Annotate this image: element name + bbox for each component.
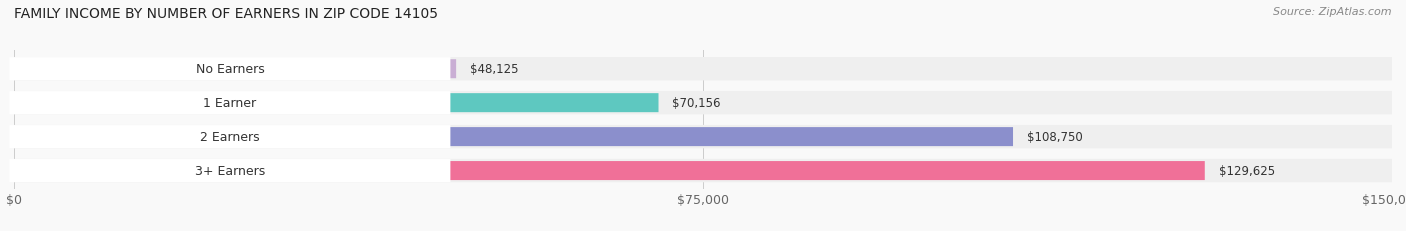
Text: $108,750: $108,750 bbox=[1026, 131, 1083, 143]
Text: $48,125: $48,125 bbox=[470, 63, 519, 76]
FancyBboxPatch shape bbox=[14, 94, 658, 113]
Text: FAMILY INCOME BY NUMBER OF EARNERS IN ZIP CODE 14105: FAMILY INCOME BY NUMBER OF EARNERS IN ZI… bbox=[14, 7, 439, 21]
Text: $129,625: $129,625 bbox=[1219, 164, 1275, 177]
FancyBboxPatch shape bbox=[14, 91, 1392, 115]
Text: $70,156: $70,156 bbox=[672, 97, 721, 110]
FancyBboxPatch shape bbox=[10, 92, 450, 115]
Text: Source: ZipAtlas.com: Source: ZipAtlas.com bbox=[1274, 7, 1392, 17]
FancyBboxPatch shape bbox=[14, 58, 1392, 81]
FancyBboxPatch shape bbox=[14, 161, 1205, 180]
FancyBboxPatch shape bbox=[14, 60, 456, 79]
FancyBboxPatch shape bbox=[10, 159, 450, 182]
FancyBboxPatch shape bbox=[14, 125, 1392, 149]
Text: 3+ Earners: 3+ Earners bbox=[195, 164, 266, 177]
FancyBboxPatch shape bbox=[14, 159, 1392, 182]
Text: 2 Earners: 2 Earners bbox=[200, 131, 260, 143]
FancyBboxPatch shape bbox=[10, 58, 450, 81]
Text: 1 Earner: 1 Earner bbox=[204, 97, 256, 110]
FancyBboxPatch shape bbox=[14, 128, 1014, 146]
FancyBboxPatch shape bbox=[10, 125, 450, 149]
Text: No Earners: No Earners bbox=[195, 63, 264, 76]
